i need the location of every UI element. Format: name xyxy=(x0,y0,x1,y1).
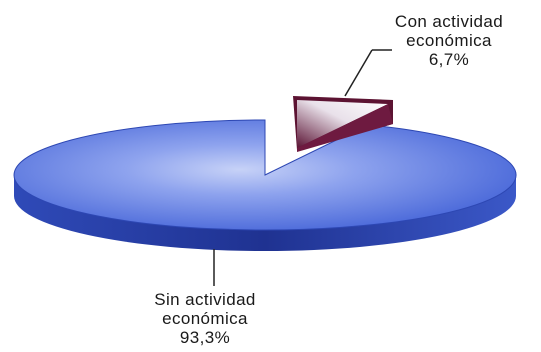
leader-line-con xyxy=(344,49,373,97)
label-sin-actividad: Sin actividad económica 93,3% xyxy=(154,290,256,347)
slice-sin-actividad xyxy=(13,119,517,231)
slice-con-actividad xyxy=(293,96,393,152)
slice-sin-actividad-side xyxy=(14,175,516,251)
label-con-actividad: Con actividad económica 6,7% xyxy=(394,12,504,69)
